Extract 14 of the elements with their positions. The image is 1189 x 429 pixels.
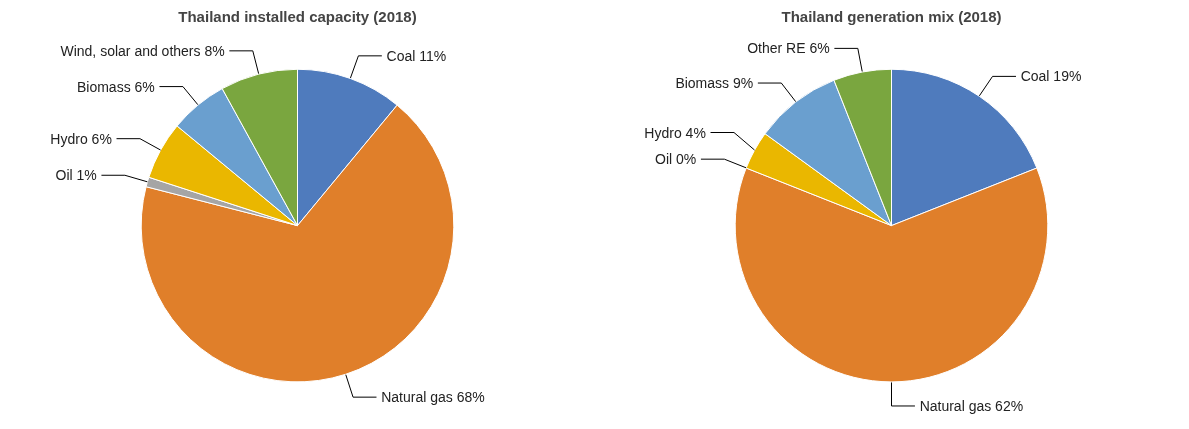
slice-label: Coal 19% xyxy=(1020,68,1082,85)
slice-label: Oil 1% xyxy=(55,167,97,184)
slice-label: Wind, solar and others 8% xyxy=(60,42,225,59)
slice-label: Other RE 6% xyxy=(747,40,830,57)
slice-label: Hydro 6% xyxy=(50,130,112,147)
slice-label: Biomass 6% xyxy=(76,78,155,95)
chart-title: Thailand installed capacity (2018) xyxy=(178,7,417,25)
slice-label: Biomass 9% xyxy=(675,75,754,92)
legend-label: Oil 0% xyxy=(654,151,697,168)
slice-label: Natural gas 62% xyxy=(919,397,1024,414)
slice-label: Coal 11% xyxy=(386,47,447,64)
slice-label: Hydro 4% xyxy=(644,124,706,141)
chart-title: Thailand generation mix (2018) xyxy=(781,7,1002,25)
slice-label: Natural gas 68% xyxy=(381,389,485,406)
